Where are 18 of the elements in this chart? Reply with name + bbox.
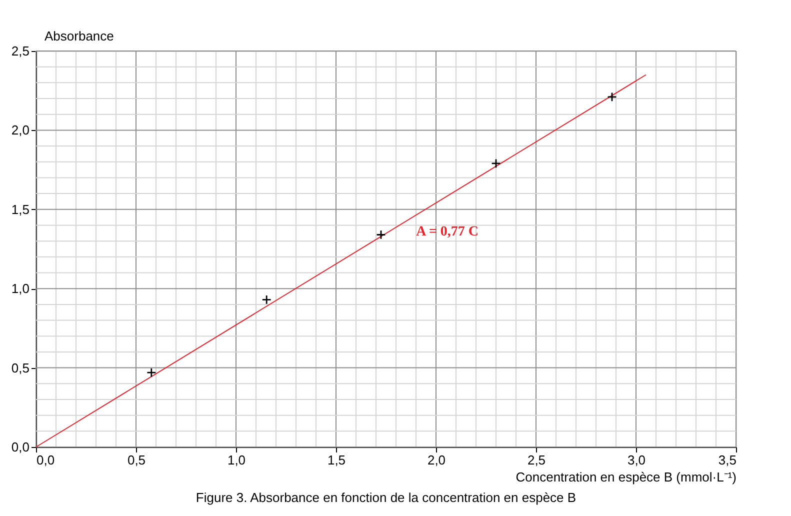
caption: Figure 3. Absorbance en fonction de la concentration en espèce B <box>196 490 576 505</box>
annotation: A = 0,77 C <box>416 224 479 240</box>
x-tick-label: 3,5 <box>718 452 736 468</box>
y-tick-label: 0,5 <box>11 360 30 376</box>
x-tick-label: 0,5 <box>127 452 146 468</box>
y-tick-label: 1,0 <box>11 281 30 296</box>
y-tick-label: 1,5 <box>11 202 30 217</box>
x-tick-label: 0,0 <box>36 452 55 468</box>
y-tick-label: 0,0 <box>11 440 30 454</box>
x-tick-label: 2,0 <box>427 452 446 468</box>
x-tick-label: 3,0 <box>627 452 646 468</box>
x-tick-label: 1,0 <box>227 452 246 468</box>
y-tick-label: 2,0 <box>11 122 30 138</box>
x-tick-label: 1,5 <box>327 452 346 468</box>
x-axis-title: Concentration en espèce B (mmol·L⁻¹) <box>516 470 736 484</box>
x-tick-label: 2,5 <box>527 452 546 468</box>
y-axis-title: Absorbance <box>44 28 114 44</box>
y-tick-label: 2,5 <box>11 44 30 58</box>
